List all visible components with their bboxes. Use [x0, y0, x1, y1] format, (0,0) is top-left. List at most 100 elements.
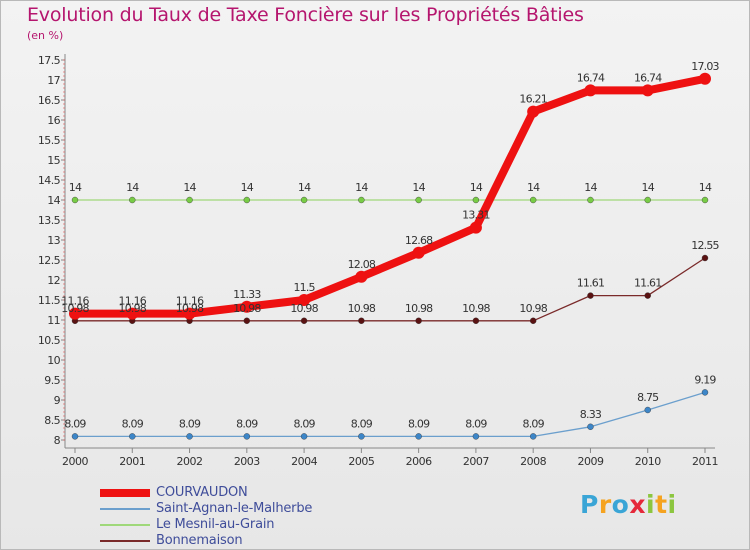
data-label-saint-agnan-le-malherbe: 8.09 — [351, 417, 373, 430]
data-label-bonnemaison: 10.98 — [233, 302, 261, 315]
series-line-saint-agnan-le-malherbe — [74, 391, 706, 438]
series-line-courvaudon — [71, 74, 709, 318]
data-point-courvaudon — [355, 270, 368, 283]
data-point-bonnemaison — [529, 317, 537, 324]
data-point-courvaudon — [298, 294, 311, 306]
data-point-courvaudon — [641, 84, 654, 97]
data-label-saint-agnan-le-malherbe: 8.09 — [64, 417, 86, 430]
y-tick-label: 14 — [47, 194, 60, 207]
data-label-le-mesnil-au-grain: 14 — [527, 181, 540, 194]
data-point-courvaudon — [527, 105, 540, 118]
logo-letter: r — [598, 490, 612, 519]
data-label-bonnemaison: 11.61 — [634, 277, 662, 290]
data-label-courvaudon: 11.33 — [233, 288, 261, 301]
data-point-saint-agnan-le-malherbe — [71, 433, 79, 440]
data-point-le-mesnil-au-grain — [71, 196, 79, 204]
data-label-le-mesnil-au-grain: 14 — [69, 181, 82, 194]
data-point-saint-agnan-le-malherbe — [358, 433, 365, 440]
y-tick-label: 10.5 — [38, 334, 61, 347]
logo-letter: o — [611, 490, 630, 519]
logo-letter: i — [646, 490, 656, 519]
y-tick-label: 13.5 — [38, 214, 61, 227]
data-point-bonnemaison — [300, 317, 308, 324]
data-point-courvaudon — [69, 307, 81, 320]
data-label-le-mesnil-au-grain: 14 — [183, 181, 196, 194]
y-tick-label: 9.5 — [44, 374, 60, 387]
logo-letter: P — [580, 490, 599, 519]
x-tick-label: 2004 — [291, 455, 317, 468]
data-point-le-mesnil-au-grain — [587, 196, 594, 204]
y-tick-label: 13 — [47, 234, 60, 247]
data-point-bonnemaison — [701, 254, 709, 262]
data-label-bonnemaison: 12.55 — [691, 239, 719, 252]
legend-swatch — [100, 524, 150, 526]
y-tick-label: 15.5 — [38, 134, 61, 147]
data-point-le-mesnil-au-grain — [415, 196, 422, 204]
data-label-courvaudon: 16.74 — [634, 71, 662, 84]
proxiti-logo: Proxiti — [580, 490, 677, 519]
data-point-saint-agnan-le-malherbe — [243, 433, 251, 440]
legend-label: Bonnemaison — [156, 533, 243, 548]
data-point-bonnemaison — [358, 317, 365, 324]
data-point-bonnemaison — [243, 317, 251, 324]
data-label-le-mesnil-au-grain: 14 — [412, 181, 425, 194]
y-tick-label: 14.5 — [38, 174, 61, 187]
x-tick-label: 2006 — [406, 455, 432, 468]
data-label-saint-agnan-le-malherbe: 8.09 — [122, 417, 144, 430]
x-tick-label: 2000 — [62, 455, 88, 468]
data-point-saint-agnan-le-malherbe — [587, 423, 594, 430]
legend-label: COURVAUDON — [156, 485, 248, 500]
data-label-courvaudon: 16.74 — [577, 71, 605, 84]
legend-swatch — [100, 508, 150, 510]
y-tick-label: 9 — [54, 394, 61, 407]
data-label-saint-agnan-le-malherbe: 8.75 — [637, 391, 659, 404]
y-tick-label: 17 — [47, 74, 60, 87]
data-point-le-mesnil-au-grain — [472, 196, 480, 204]
y-tick-label: 8.5 — [44, 414, 60, 427]
data-point-saint-agnan-le-malherbe — [472, 433, 480, 440]
data-label-le-mesnil-au-grain: 14 — [470, 181, 483, 194]
data-label-saint-agnan-le-malherbe: 8.09 — [236, 417, 258, 430]
data-point-le-mesnil-au-grain — [243, 196, 251, 204]
data-point-saint-agnan-le-malherbe — [644, 406, 651, 414]
chart-title: Evolution du Taux de Taxe Foncière sur l… — [27, 4, 584, 26]
data-label-saint-agnan-le-malherbe: 8.09 — [408, 417, 430, 430]
chart-subtitle: (en %) — [27, 29, 64, 42]
data-label-le-mesnil-au-grain: 14 — [298, 181, 311, 194]
logo-letter: t — [655, 490, 668, 519]
y-tick-label: 11 — [47, 314, 60, 327]
data-point-le-mesnil-au-grain — [186, 196, 193, 204]
x-tick-label: 2001 — [119, 455, 145, 468]
data-point-le-mesnil-au-grain — [300, 196, 308, 204]
x-tick-label: 2003 — [234, 455, 260, 468]
data-label-bonnemaison: 10.98 — [290, 302, 318, 315]
data-label-courvaudon: 11.16 — [119, 295, 147, 308]
data-point-saint-agnan-le-malherbe — [529, 433, 537, 440]
y-tick-label: 16.5 — [38, 94, 61, 107]
data-point-courvaudon — [469, 221, 482, 234]
x-tick-label: 2008 — [520, 455, 546, 468]
data-label-le-mesnil-au-grain: 14 — [355, 181, 368, 194]
data-point-saint-agnan-le-malherbe — [129, 433, 136, 440]
data-point-courvaudon — [584, 84, 597, 97]
x-tick-label: 2011 — [692, 455, 718, 468]
logo-letter: x — [629, 490, 646, 519]
data-point-bonnemaison — [415, 317, 422, 324]
x-tick-label: 2010 — [635, 455, 661, 468]
y-tick-label: 10 — [47, 354, 60, 367]
data-label-bonnemaison: 10.98 — [519, 302, 547, 315]
data-label-bonnemaison: 10.98 — [61, 302, 89, 315]
y-tick-label: 15 — [47, 154, 60, 167]
legend-label: Le Mesnil-au-Grain — [156, 517, 275, 532]
data-point-bonnemaison — [472, 317, 480, 324]
data-label-courvaudon: 11.5 — [293, 281, 315, 294]
data-point-courvaudon — [699, 72, 711, 85]
y-tick-label: 17.5 — [38, 54, 61, 67]
data-point-saint-agnan-le-malherbe — [186, 433, 193, 440]
x-tick-label: 2007 — [463, 455, 489, 468]
data-label-le-mesnil-au-grain: 14 — [699, 181, 712, 194]
data-label-saint-agnan-le-malherbe: 8.33 — [580, 408, 602, 421]
data-label-bonnemaison: 10.98 — [348, 302, 376, 315]
data-label-courvaudon: 16.21 — [519, 93, 547, 106]
